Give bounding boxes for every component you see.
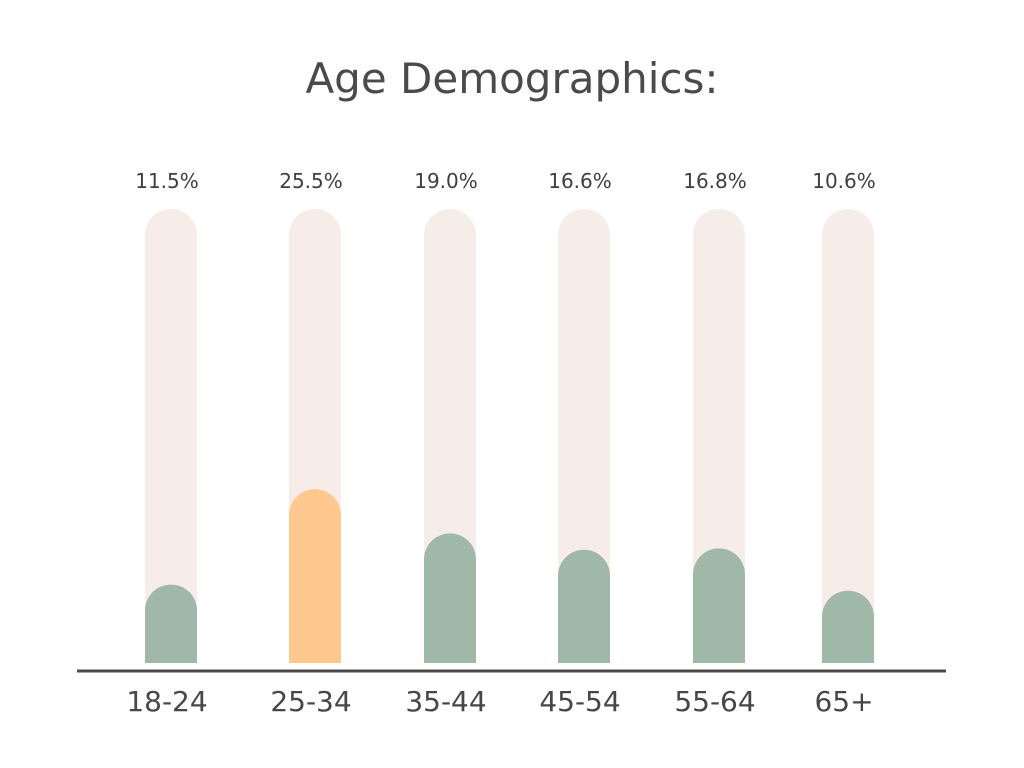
value-label: 11.5% — [135, 169, 199, 193]
value-labels: 11.5% 25.5% 19.0% 16.6% 16.8% 10.6% — [135, 169, 876, 193]
bars — [145, 489, 874, 663]
bar-tracks — [145, 209, 874, 663]
bar-track — [822, 209, 874, 663]
value-label: 25.5% — [279, 169, 343, 193]
category-label: 35-44 — [405, 685, 486, 718]
category-label: 45-54 — [539, 685, 620, 718]
category-label: 25-34 — [270, 685, 351, 718]
bar-18-24 — [145, 584, 197, 663]
chart-title: Age Demographics: — [305, 54, 718, 103]
value-label: 10.6% — [812, 169, 876, 193]
bar-45-54 — [558, 549, 610, 663]
bar-55-64 — [693, 548, 745, 663]
bar-25-34 — [289, 489, 341, 663]
category-label: 55-64 — [674, 685, 755, 718]
bar-35-44 — [424, 533, 476, 663]
category-label: 18-24 — [126, 685, 207, 718]
value-label: 16.6% — [548, 169, 612, 193]
value-label: 16.8% — [683, 169, 747, 193]
bar-track — [693, 209, 745, 663]
bar-65+ — [822, 590, 874, 663]
value-label: 19.0% — [414, 169, 478, 193]
category-labels: 18-24 25-34 35-44 45-54 55-64 65+ — [126, 685, 873, 718]
bar-track — [558, 209, 610, 663]
bar-track — [145, 209, 197, 663]
category-label: 65+ — [814, 685, 873, 718]
